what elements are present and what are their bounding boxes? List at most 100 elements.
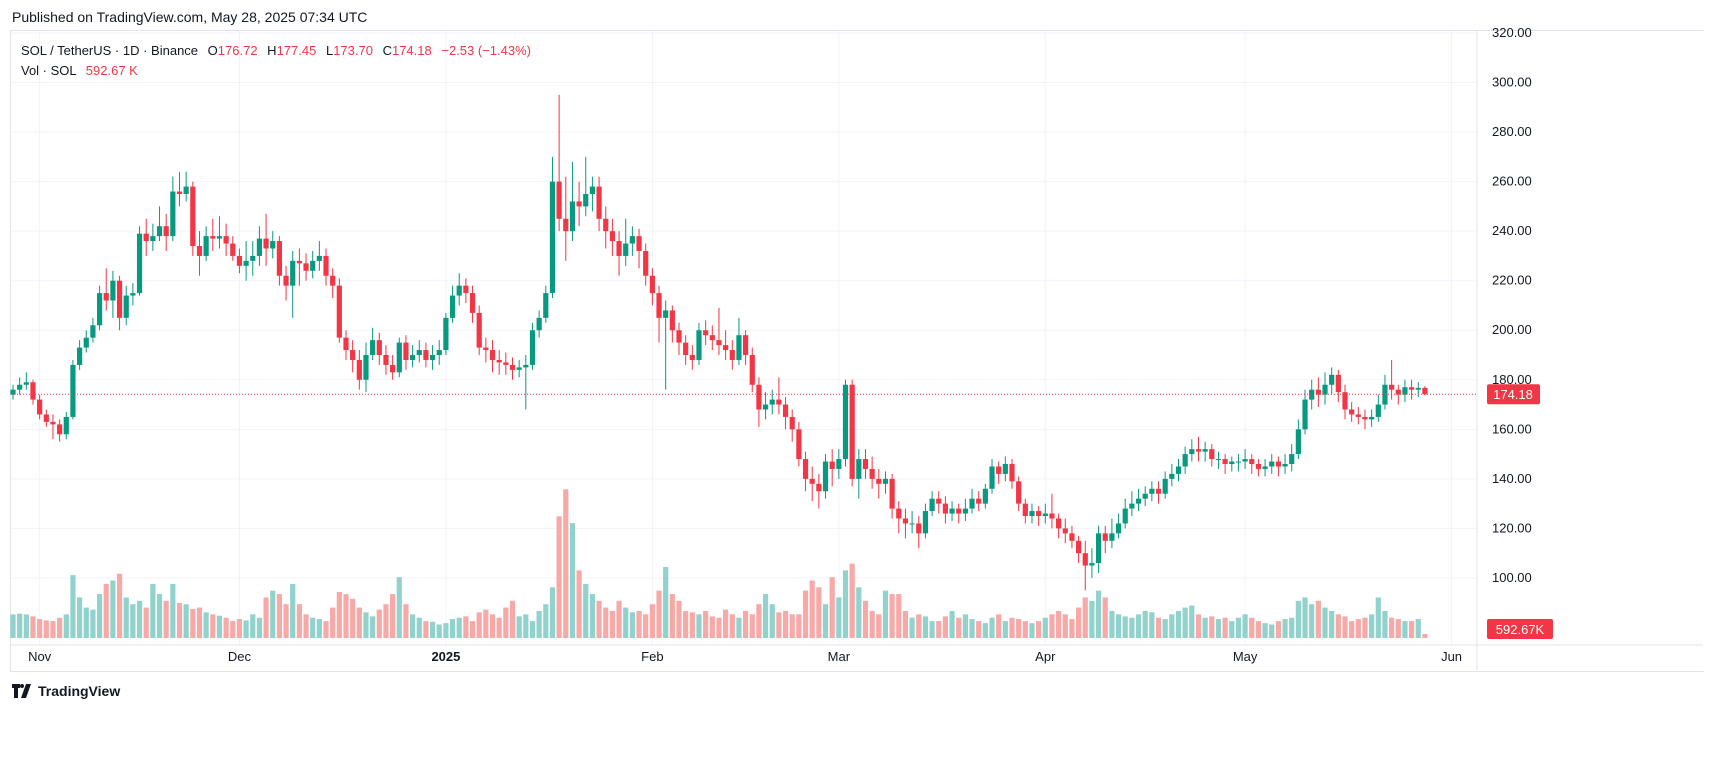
candle-body — [849, 384, 855, 479]
volume-bar — [669, 594, 675, 638]
candle-body — [183, 186, 189, 195]
volume-bar — [1202, 617, 1208, 638]
candle-body — [356, 359, 362, 380]
candle-body — [889, 478, 895, 509]
candle-body — [1042, 513, 1048, 517]
volume-bar — [909, 617, 915, 638]
candle-body — [902, 518, 909, 524]
candle-body — [103, 293, 109, 301]
candle-body — [1322, 384, 1328, 395]
candle-body — [969, 498, 975, 509]
candle-body — [396, 342, 402, 373]
volume-bar — [63, 614, 69, 638]
candle-body — [809, 478, 815, 484]
volume-bar — [323, 621, 329, 638]
volume-bar — [456, 617, 462, 638]
volume-bar — [1189, 605, 1195, 638]
volume-bar — [1049, 614, 1055, 638]
volume-bar — [929, 621, 935, 638]
volume-bar — [136, 600, 143, 638]
price-tick-label: 180.00 — [1492, 372, 1532, 387]
chart-frame[interactable] — [10, 30, 1704, 672]
volume-bar — [256, 617, 263, 638]
volume-bar — [663, 567, 669, 638]
volume-bar — [876, 614, 882, 638]
volume-bar — [1209, 616, 1215, 638]
volume-bar — [616, 600, 622, 638]
candle-body — [443, 317, 449, 351]
volume-bar — [969, 619, 975, 638]
volume-bar — [869, 610, 875, 638]
candle-body — [802, 459, 809, 479]
candle-body — [203, 236, 209, 256]
volume-bar — [1249, 617, 1255, 638]
candle-body — [23, 382, 29, 385]
volume-bar — [383, 604, 389, 638]
candle-body — [1229, 461, 1235, 464]
volume-bar — [1295, 600, 1301, 638]
candle-body — [496, 359, 502, 363]
candle-body — [603, 218, 609, 232]
candle-body — [463, 285, 469, 294]
candle-body — [822, 461, 829, 492]
candle-body — [1255, 463, 1262, 469]
volume-bar — [170, 583, 176, 638]
candle-body — [190, 186, 196, 247]
candle-body — [669, 310, 675, 331]
volume-bar — [37, 619, 43, 638]
volume-bar — [1262, 623, 1268, 638]
volume-bar — [1155, 617, 1162, 638]
candle-body — [623, 243, 629, 256]
volume-bar — [336, 592, 342, 638]
price-tick-label: 120.00 — [1492, 520, 1532, 535]
candle-body — [1362, 416, 1368, 420]
candle-body — [1169, 473, 1175, 479]
volume-bar — [1102, 597, 1108, 638]
volume-bar — [17, 613, 23, 638]
symbol-title[interactable]: SOL / TetherUS · 1D · Binance — [21, 43, 199, 58]
candle-body — [1062, 528, 1068, 534]
volume-bar — [683, 610, 689, 638]
volume-bar — [1022, 621, 1028, 638]
price-tick-label: 160.00 — [1492, 421, 1532, 436]
open-value: 176.72 — [217, 43, 258, 58]
volume-bar — [343, 594, 349, 638]
open-label: O — [207, 43, 218, 58]
candle-body — [516, 367, 522, 370]
candle-body — [410, 355, 416, 360]
volume-bar — [636, 610, 642, 638]
time-tick-label: May — [1233, 649, 1258, 664]
candle-body — [283, 275, 289, 286]
volume-bar — [350, 598, 356, 638]
candle-body — [736, 335, 742, 360]
candle-body — [30, 382, 36, 400]
volume-bar — [1109, 610, 1115, 638]
candle-body — [569, 201, 576, 232]
volume-bar — [1029, 623, 1035, 638]
candle-body — [609, 231, 615, 242]
volume-bar — [283, 604, 289, 638]
tradingview-logo[interactable]: TradingView — [12, 683, 120, 699]
candle-body — [1115, 523, 1122, 534]
volume-bar — [410, 614, 416, 638]
candle-body — [1056, 518, 1062, 529]
volume-bar — [976, 621, 982, 638]
candle-body — [1095, 533, 1102, 564]
time-tick-label: Dec — [228, 649, 252, 664]
candle-body — [709, 335, 715, 341]
volume-bar — [523, 614, 529, 638]
candle-body — [656, 293, 662, 318]
candle-body — [57, 424, 63, 435]
candle-body — [1182, 454, 1188, 467]
volume-bar — [423, 621, 429, 638]
volume-bar — [356, 607, 362, 638]
volume-bar — [463, 616, 469, 638]
last-price-label: 174.18 — [1493, 387, 1533, 402]
candle-body — [1395, 389, 1401, 395]
volume-bar — [516, 616, 522, 638]
candle-body — [1175, 466, 1182, 474]
volume-bar — [250, 614, 256, 638]
volume-bar — [1242, 614, 1248, 638]
price-tick-label: 200.00 — [1492, 322, 1532, 337]
